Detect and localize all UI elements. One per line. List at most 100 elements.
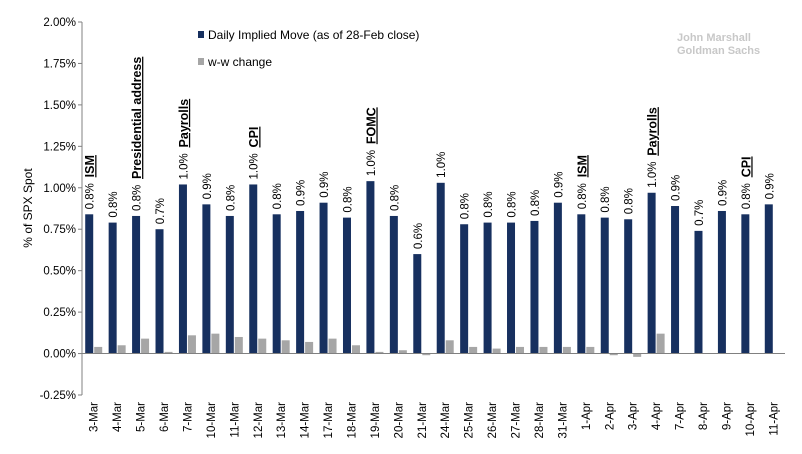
bar-implied-move bbox=[694, 230, 703, 354]
bar-value-label: 0.9% bbox=[717, 180, 729, 206]
bar-ww-change bbox=[234, 336, 243, 354]
event-label: Payrolls bbox=[177, 99, 191, 148]
bar-ww-change bbox=[141, 338, 150, 354]
bar-value-label: 0.8% bbox=[530, 190, 542, 216]
bar-ww-change bbox=[351, 345, 360, 354]
bar-value-label: 1.0% bbox=[178, 153, 190, 179]
value-labels: 0.8% 0.8% 0.8% 0.7% 1.0% 0.9% 0.8% 1.0% 0.8% 0.9%… bbox=[85, 150, 777, 249]
bar-ww-change bbox=[469, 346, 478, 354]
bar-ww-change bbox=[94, 346, 103, 354]
x-tick-label: 24-Mar bbox=[440, 402, 452, 439]
x-tick-label: 10-Apr bbox=[745, 402, 757, 437]
bar-implied-move bbox=[764, 204, 773, 354]
x-tick-label: 7-Apr bbox=[675, 402, 687, 430]
bar-ww-change bbox=[445, 340, 454, 354]
bar-value-label: 0.9% bbox=[296, 180, 308, 206]
bar-value-label: 0.8% bbox=[483, 191, 495, 217]
bar-value-label: 0.8% bbox=[342, 186, 354, 212]
x-tick-label: 10-Mar bbox=[206, 402, 218, 439]
bar-implied-move bbox=[553, 202, 562, 354]
bar-implied-move bbox=[647, 192, 656, 354]
legend-swatch-ww-change bbox=[198, 58, 204, 65]
bar-value-label: 0.7% bbox=[694, 200, 706, 226]
x-tick-label: 18-Mar bbox=[346, 402, 358, 439]
bar-implied-move bbox=[460, 224, 469, 354]
bar-value-label: 0.8% bbox=[225, 185, 237, 211]
bar-value-label: 0.6% bbox=[413, 223, 425, 249]
bar-ww-change bbox=[398, 350, 407, 354]
x-tick-label: 17-Mar bbox=[323, 402, 335, 439]
x-tick-label: 25-Mar bbox=[464, 402, 476, 439]
bar-implied-move bbox=[366, 181, 375, 354]
x-tick-label: 28-Mar bbox=[534, 402, 546, 439]
bar-ww-change bbox=[609, 353, 618, 356]
bar-implied-move bbox=[225, 215, 234, 354]
watermark-line2: Goldman Sachs bbox=[677, 45, 760, 57]
x-tick-label: 6-Mar bbox=[159, 402, 171, 432]
bar-value-label: 0.7% bbox=[155, 198, 167, 224]
bar-implied-move bbox=[577, 214, 586, 354]
legend-label-ww-change: w-w change bbox=[207, 55, 272, 69]
bar-implied-move bbox=[108, 222, 117, 354]
bar-ww-change bbox=[375, 351, 384, 354]
event-labels: ISM Presidential address Payrolls CPI FOMC IS… bbox=[83, 57, 753, 179]
bar-implied-move bbox=[413, 254, 422, 354]
legend: Daily Implied Move (as of 28-Feb close) … bbox=[198, 28, 419, 69]
bar-implied-move bbox=[624, 219, 633, 354]
bar-implied-move bbox=[202, 204, 211, 354]
x-tick-label: 12-Mar bbox=[253, 402, 265, 439]
bar-value-label: 0.8% bbox=[507, 191, 519, 217]
bar-value-label: 0.8% bbox=[600, 186, 612, 212]
x-tick-label: 20-Mar bbox=[393, 402, 405, 439]
x-tick-label: 11-Mar bbox=[229, 402, 241, 438]
legend-label-implied-move: Daily Implied Move (as of 28-Feb close) bbox=[208, 28, 419, 42]
bar-ww-change bbox=[586, 346, 595, 354]
x-tick-label: 31-Mar bbox=[557, 402, 569, 439]
x-tick-label: 2-Apr bbox=[604, 402, 616, 430]
bar-implied-move bbox=[507, 222, 516, 354]
bar-value-label: 0.8% bbox=[389, 185, 401, 211]
y-tick-label: -0.25% bbox=[40, 390, 76, 402]
bars-group bbox=[85, 181, 773, 357]
bar-implied-move bbox=[319, 202, 328, 354]
bar-ww-change bbox=[258, 338, 267, 354]
bar-value-label: 0.9% bbox=[202, 173, 214, 199]
bar-value-label: 0.8% bbox=[741, 183, 753, 209]
bar-ww-change bbox=[516, 346, 525, 354]
bar-value-label: 0.8% bbox=[132, 185, 144, 211]
event-label: ISM bbox=[575, 155, 589, 177]
x-tick-label: 8-Apr bbox=[698, 402, 710, 430]
x-tick-label: 26-Mar bbox=[487, 402, 499, 439]
watermark-line1: John Marshall bbox=[677, 32, 751, 44]
bar-implied-move bbox=[296, 210, 305, 354]
event-label: CPI bbox=[739, 156, 753, 177]
bar-ww-change bbox=[562, 346, 571, 354]
x-tick-label: 9-Apr bbox=[721, 402, 733, 430]
x-tick-label: 27-Mar bbox=[511, 402, 523, 439]
event-label: ISM bbox=[83, 155, 97, 177]
x-tick-label: 4-Mar bbox=[112, 402, 124, 432]
legend-swatch-implied-move bbox=[198, 31, 204, 38]
bar-value-label: 0.8% bbox=[85, 183, 97, 209]
event-label: Presidential address bbox=[130, 57, 144, 179]
y-tick-label: 0.00% bbox=[43, 349, 76, 361]
bar-value-label: 0.9% bbox=[553, 171, 565, 197]
y-axis-label: % of SPX Spot bbox=[21, 168, 35, 248]
x-tick-label: 21-Mar bbox=[417, 402, 429, 439]
x-tick-label: 4-Apr bbox=[651, 402, 663, 430]
bar-implied-move bbox=[671, 206, 680, 354]
bar-value-label: 0.8% bbox=[272, 183, 284, 209]
bar-ww-change bbox=[164, 351, 173, 354]
y-tick-label: 0.75% bbox=[43, 224, 76, 236]
y-tick-label: 2.00% bbox=[43, 17, 76, 29]
bar-implied-move bbox=[436, 182, 445, 354]
x-tick-label: 19-Mar bbox=[370, 402, 382, 439]
bar-ww-change bbox=[633, 353, 642, 357]
bar-implied-move bbox=[741, 214, 750, 354]
bar-ww-change bbox=[305, 341, 314, 354]
watermark: John Marshall Goldman Sachs bbox=[677, 32, 760, 57]
bar-value-label: 1.0% bbox=[249, 153, 261, 179]
bar-implied-move bbox=[530, 220, 539, 354]
bar-implied-move bbox=[272, 214, 281, 354]
